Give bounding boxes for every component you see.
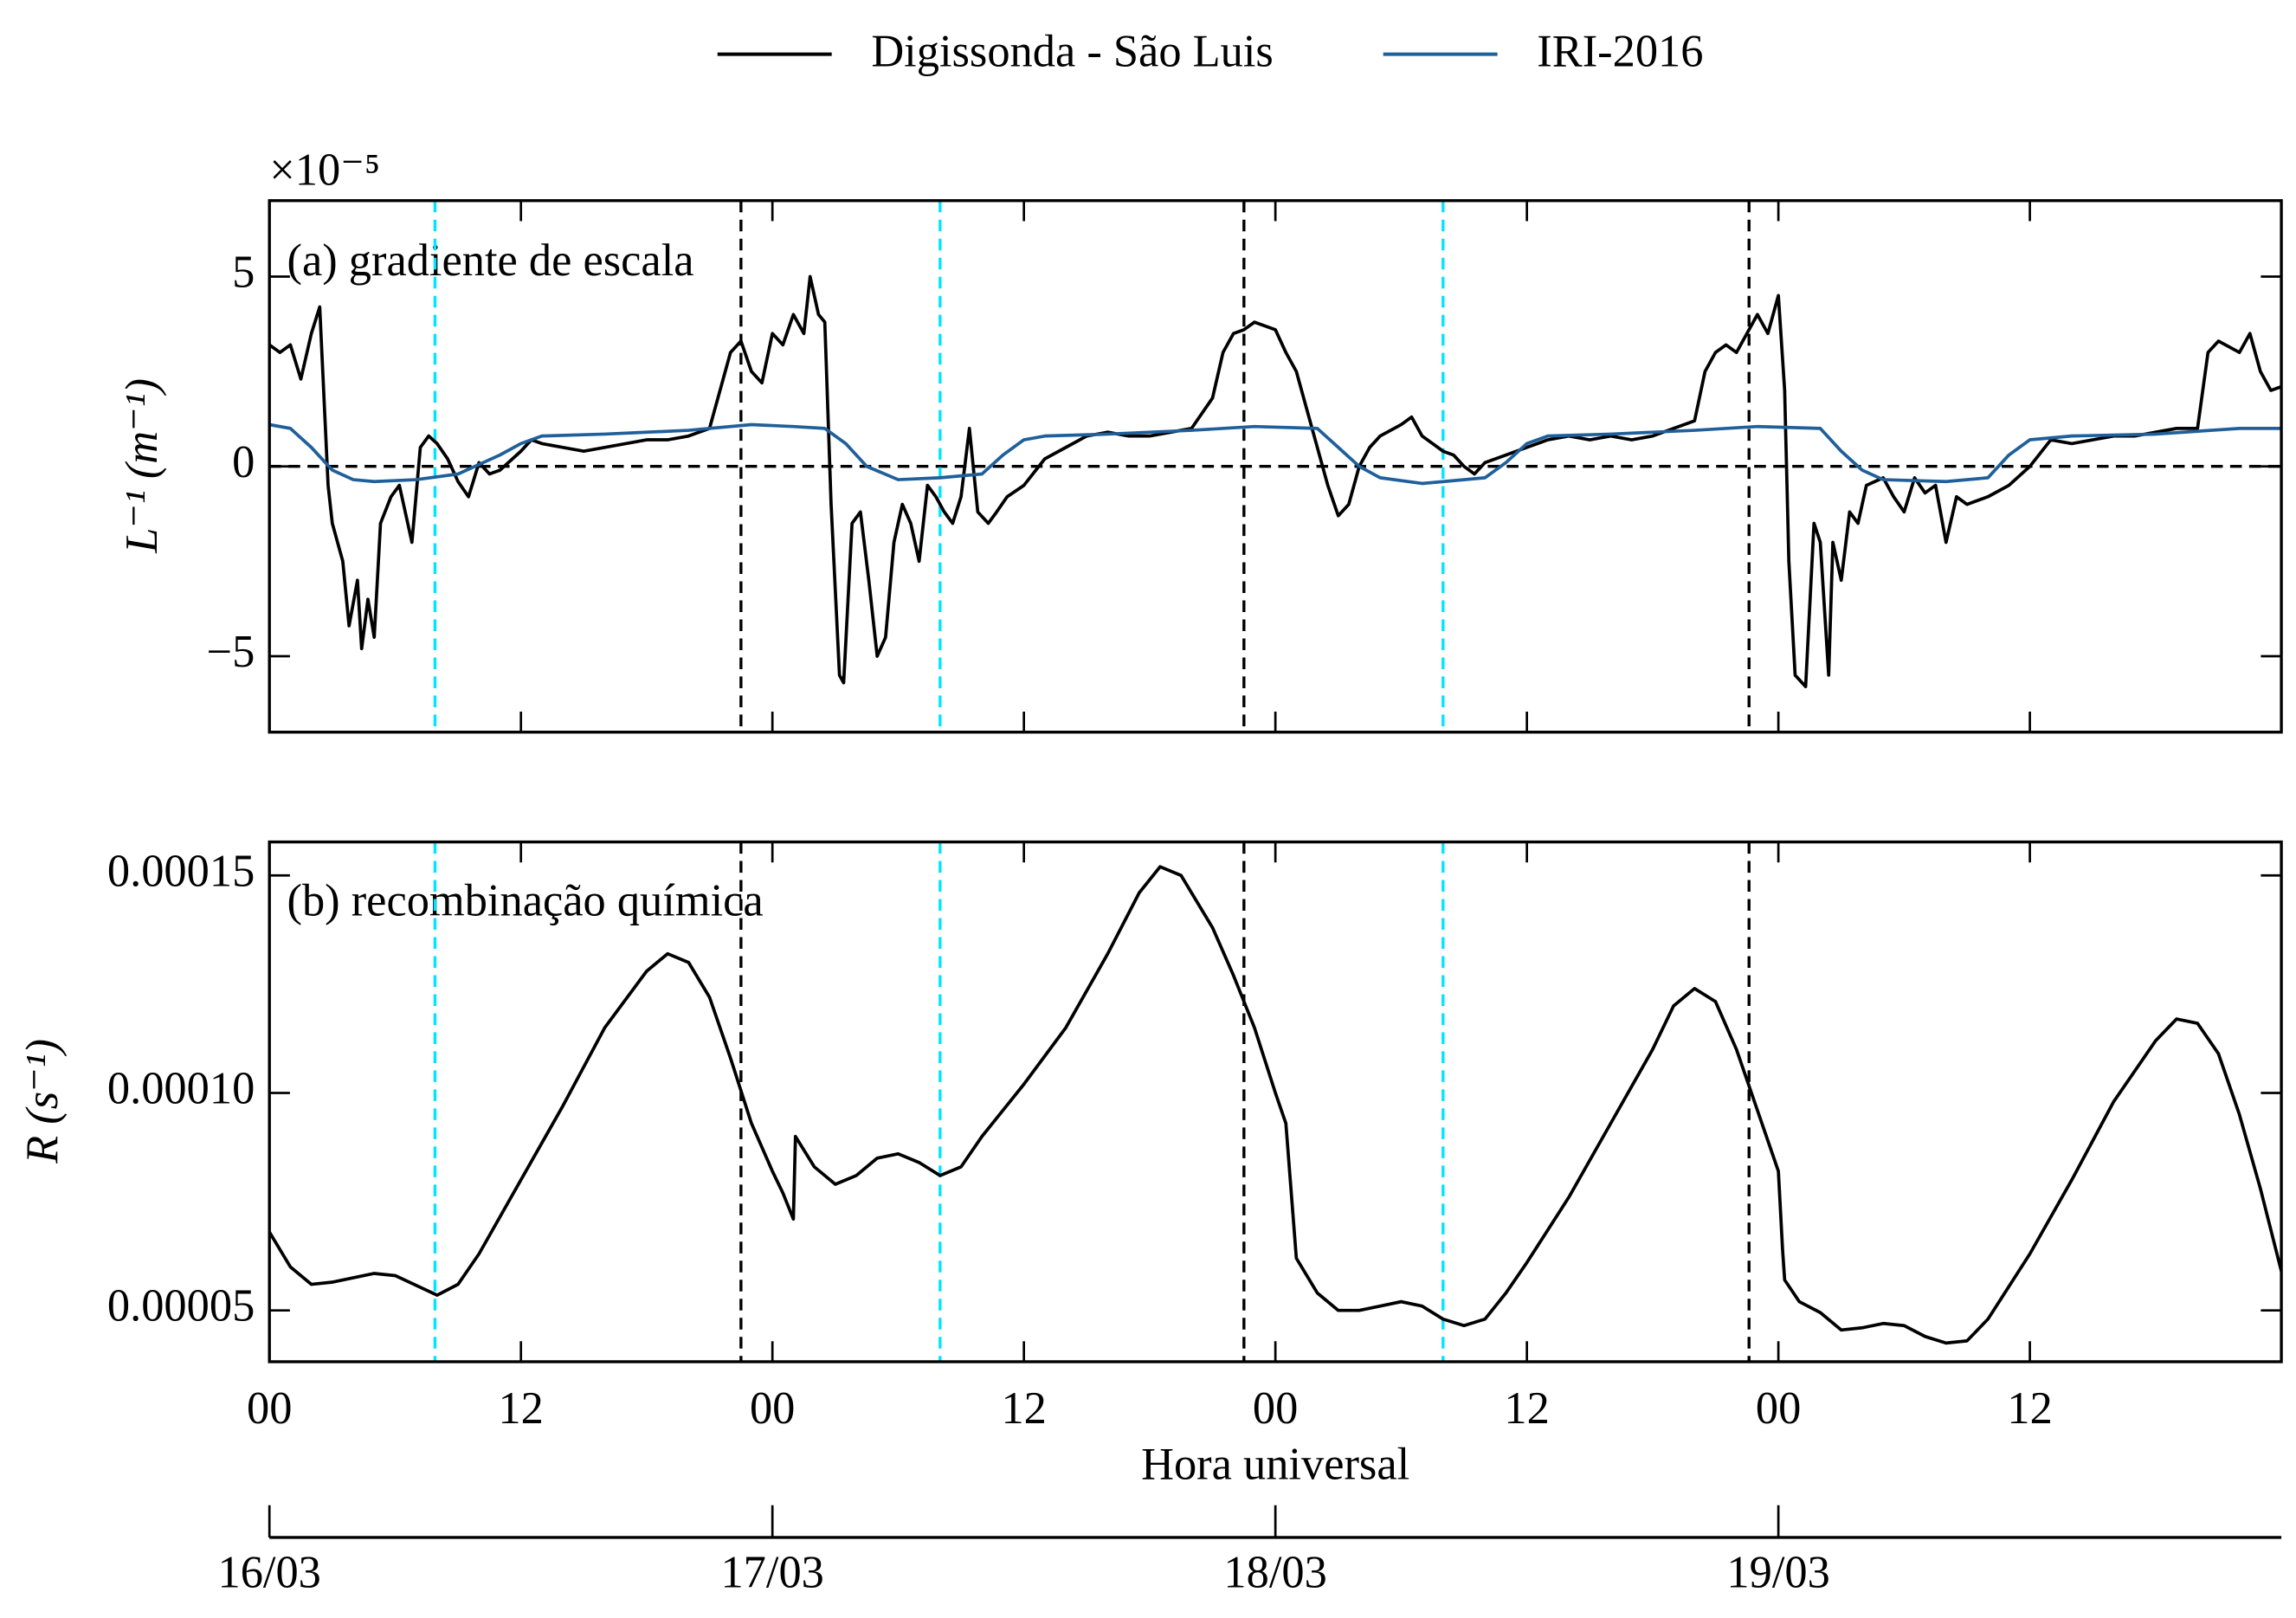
x-tick-label: 12 <box>1001 1383 1046 1434</box>
x-tick-label: 00 <box>247 1383 292 1434</box>
legend-label: IRI-2016 <box>1537 26 1703 76</box>
x-tick-label: 00 <box>1253 1383 1298 1434</box>
x-tick-label: 12 <box>498 1383 543 1434</box>
legend-label: Digissonda - São Luis <box>871 26 1274 76</box>
x-axis-label: Hora universal <box>1141 1439 1409 1489</box>
offset-text: ×10⁻⁵ <box>269 145 380 195</box>
x-tick-label: 12 <box>1504 1383 1549 1434</box>
data-line <box>269 274 2282 688</box>
y-tick-label: 0.00005 <box>107 1281 255 1331</box>
y-tick-label: 5 <box>232 247 255 297</box>
y-axis-label: L⁻¹ (m⁻¹) <box>117 378 167 554</box>
date-tick-label: 19/03 <box>1726 1548 1829 1598</box>
date-tick-label: 18/03 <box>1223 1548 1326 1598</box>
y-tick-label: 0 <box>232 437 255 487</box>
x-tick-label: 00 <box>750 1383 795 1434</box>
plot-area <box>269 841 2282 1362</box>
date-tick-label: 17/03 <box>720 1548 823 1598</box>
y-tick-label: 0.00015 <box>107 846 255 896</box>
y-tick-label: −5 <box>207 627 255 677</box>
data-line <box>269 865 2282 1345</box>
x-tick-label: 00 <box>1756 1383 1801 1434</box>
panel-label: (b) recombinação química <box>287 875 764 925</box>
data-line <box>269 422 2282 486</box>
plot-area <box>269 200 2282 732</box>
y-tick-label: 0.00010 <box>107 1063 255 1113</box>
y-axis-label: R (s⁻¹) <box>17 1039 68 1164</box>
date-tick-label: 16/03 <box>217 1548 320 1598</box>
x-tick-label: 12 <box>2007 1383 2052 1434</box>
panel-label: (a) gradiente de escala <box>287 235 694 286</box>
